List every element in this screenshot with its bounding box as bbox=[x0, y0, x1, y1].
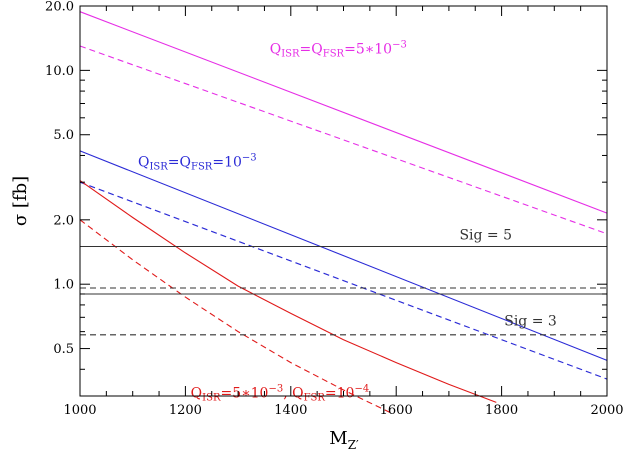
x-tick-label: 1600 bbox=[380, 403, 413, 418]
series-line-blue-solid-2 bbox=[79, 150, 608, 361]
series-line-blue-dashed-3 bbox=[79, 181, 608, 380]
x-axis-label: MZ′ bbox=[329, 428, 359, 450]
label-red: QISR=5∗10−3, QFSR=10−4 bbox=[191, 384, 370, 404]
series-line-magenta-dashed-1 bbox=[79, 45, 608, 235]
x-tick-label: 1800 bbox=[485, 403, 518, 418]
x-tick-label: 1400 bbox=[274, 403, 307, 418]
tick-labels: 1000 1200 1400 1600 1800 2000 0.5 1.0 2.0 5.0 10.0… bbox=[45, 0, 624, 418]
y-axis-label: σ [fb] bbox=[10, 176, 31, 226]
label-sig3: Sig = 3 bbox=[504, 314, 557, 330]
x-tick-label: 2000 bbox=[590, 403, 623, 418]
series-line-red-solid-4 bbox=[79, 180, 497, 403]
plot-lines bbox=[79, 11, 608, 414]
x-tick-label: 1200 bbox=[169, 403, 202, 418]
y-tick-label: 10.0 bbox=[45, 64, 74, 79]
series-line-red-dashed-5 bbox=[79, 219, 392, 414]
annotations: QISR=QFSR=5∗10−3 QISR=QFSR=10−3 QISR=5∗10−… bbox=[138, 39, 557, 403]
x-tick-label: 1000 bbox=[63, 403, 96, 418]
y-tick-label: 5.0 bbox=[53, 128, 74, 143]
series-line-magenta-solid-0 bbox=[79, 11, 608, 214]
label-sig5: Sig = 5 bbox=[459, 227, 512, 243]
y-tick-label: 1.0 bbox=[53, 278, 74, 293]
label-magenta: QISR=QFSR=5∗10−3 bbox=[270, 39, 407, 59]
plot-frame bbox=[79, 5, 608, 397]
axis-ticks bbox=[79, 5, 608, 397]
y-tick-label: 20.0 bbox=[45, 0, 74, 15]
label-blue: QISR=QFSR=10−3 bbox=[138, 153, 257, 173]
y-tick-label: 0.5 bbox=[53, 342, 74, 357]
y-tick-label: 2.0 bbox=[53, 213, 74, 228]
